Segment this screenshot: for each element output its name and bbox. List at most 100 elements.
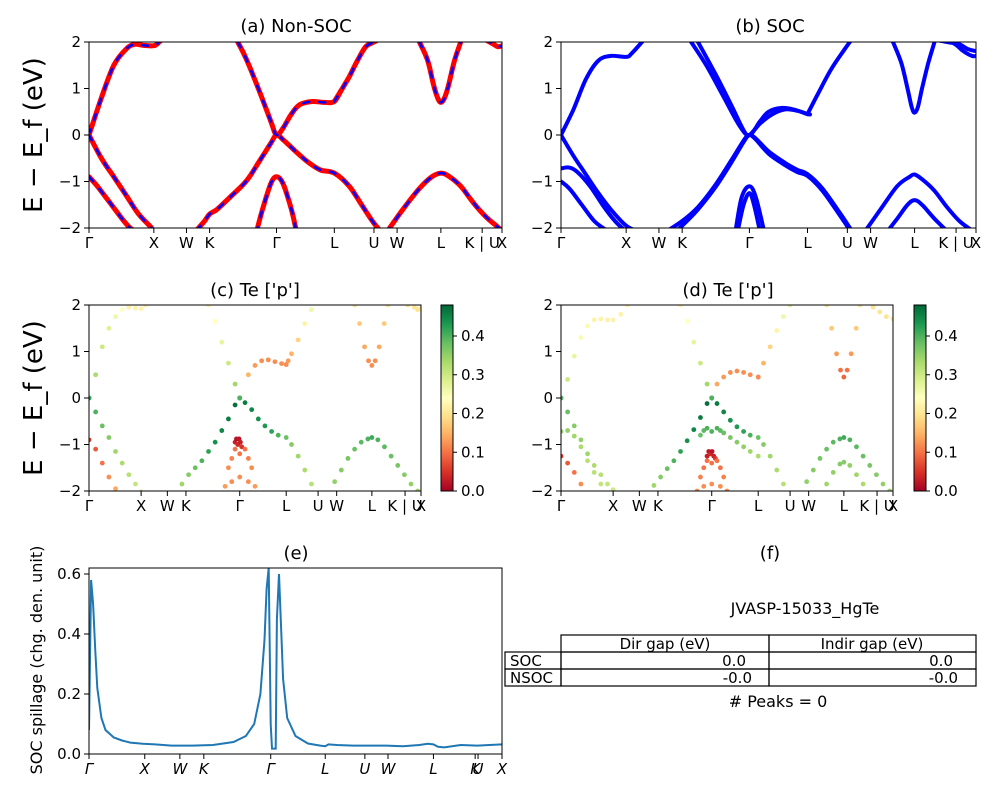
band-point bbox=[113, 486, 118, 491]
band-point bbox=[265, 357, 271, 363]
panel-e-title: (e) bbox=[283, 543, 308, 564]
band-line bbox=[331, 42, 380, 104]
colorbar-tick-label: 0.4 bbox=[461, 327, 485, 345]
band-point bbox=[847, 437, 853, 443]
band-point bbox=[89, 437, 92, 443]
band-line-dashed bbox=[89, 42, 161, 137]
band-point bbox=[242, 446, 248, 452]
band-point bbox=[259, 358, 265, 364]
band-point bbox=[691, 427, 697, 433]
table-header-dir: Dir gap (eV) bbox=[620, 635, 711, 653]
band-point bbox=[571, 470, 577, 475]
x-tick-label: X bbox=[149, 234, 159, 252]
band-point bbox=[741, 444, 746, 450]
band-point bbox=[869, 490, 871, 491]
band-point bbox=[395, 463, 401, 468]
colorbar-tick-label: 0.0 bbox=[934, 482, 958, 500]
x-tick-label: L bbox=[754, 497, 763, 515]
band-point bbox=[741, 370, 746, 375]
band-point bbox=[781, 481, 786, 487]
band-point bbox=[226, 465, 231, 471]
plot-area bbox=[89, 42, 502, 228]
band-point bbox=[249, 407, 255, 413]
panel-c-colorbar: 0.4 0.3 0.2 0.1 0.0 bbox=[440, 304, 485, 500]
band-line bbox=[805, 42, 853, 117]
band-point bbox=[279, 361, 284, 366]
band-point bbox=[237, 474, 243, 480]
band-point bbox=[591, 317, 597, 323]
band-point bbox=[99, 423, 105, 429]
band-point bbox=[252, 483, 258, 489]
y-tick-label: −2 bbox=[531, 219, 553, 237]
band-line bbox=[235, 42, 344, 138]
x-tick-label: Γ bbox=[267, 760, 277, 778]
band-point bbox=[857, 305, 863, 308]
x-tick-label: L bbox=[437, 234, 446, 252]
band-point bbox=[717, 465, 723, 471]
band-point bbox=[824, 481, 829, 487]
x-tick-label: U bbox=[368, 234, 379, 252]
band-point bbox=[618, 311, 624, 317]
gap-table: JVASP-15033_HgTe Dir gap (eV) Indir gap … bbox=[504, 599, 977, 711]
band-point bbox=[338, 467, 344, 473]
band-point bbox=[774, 467, 780, 473]
colorbar-tick-label: 0.1 bbox=[934, 443, 958, 461]
band-point bbox=[226, 360, 231, 366]
panel-a-ylabel: E − E_f (eV) bbox=[19, 57, 49, 213]
x-tick-label: W bbox=[160, 497, 175, 515]
x-tick-label: X bbox=[496, 760, 508, 778]
y-tick-label: −1 bbox=[531, 436, 553, 454]
y-tick-label: 2 bbox=[71, 33, 81, 51]
band-point bbox=[721, 430, 727, 436]
band-point bbox=[854, 472, 859, 478]
band-point bbox=[226, 416, 231, 422]
band-point bbox=[93, 409, 99, 415]
band-point bbox=[709, 481, 715, 487]
band-point bbox=[174, 490, 176, 491]
x-tick-label: X bbox=[971, 234, 981, 252]
band-point bbox=[724, 488, 730, 491]
band-point bbox=[818, 493, 823, 498]
y-tick-label: −2 bbox=[59, 482, 81, 500]
band-point bbox=[747, 372, 753, 378]
band-point bbox=[295, 453, 301, 459]
panel-a-title: (a) Non-SOC bbox=[240, 16, 351, 37]
band-line bbox=[891, 42, 937, 115]
band-point bbox=[561, 429, 564, 434]
band-point bbox=[120, 493, 125, 498]
band-point bbox=[381, 321, 387, 326]
band-point bbox=[817, 456, 823, 461]
band-point bbox=[734, 439, 740, 445]
band-point bbox=[684, 318, 690, 324]
band-point bbox=[372, 358, 378, 364]
band-point bbox=[625, 498, 630, 503]
band-point bbox=[714, 425, 720, 431]
band-point bbox=[269, 429, 274, 434]
band-point bbox=[578, 481, 584, 487]
y-tick-label: 2 bbox=[543, 33, 553, 51]
y-tick-label: 0 bbox=[71, 126, 81, 144]
band-point bbox=[841, 374, 847, 380]
band-point bbox=[295, 337, 301, 343]
x-tick-label: W bbox=[801, 497, 816, 515]
band-point bbox=[345, 456, 351, 461]
x-tick-label: X bbox=[416, 497, 426, 515]
band-point bbox=[865, 305, 868, 306]
band-point bbox=[694, 488, 700, 491]
band-point bbox=[376, 344, 382, 350]
band-point bbox=[714, 381, 720, 387]
y-tick-label: −1 bbox=[59, 173, 81, 191]
band-point bbox=[352, 305, 357, 308]
band-point bbox=[767, 453, 773, 459]
band-point bbox=[106, 474, 112, 480]
band-point bbox=[565, 409, 571, 415]
table-caption: JVASP-15033_HgTe bbox=[730, 599, 880, 619]
x-tick-label: K bbox=[181, 497, 192, 515]
table-cell-value: -0.0 bbox=[723, 669, 752, 687]
band-point bbox=[309, 307, 314, 313]
band-point bbox=[651, 483, 657, 488]
band-point bbox=[701, 483, 707, 489]
band-point bbox=[212, 318, 218, 324]
band-point bbox=[727, 435, 733, 440]
band-point bbox=[605, 481, 610, 487]
